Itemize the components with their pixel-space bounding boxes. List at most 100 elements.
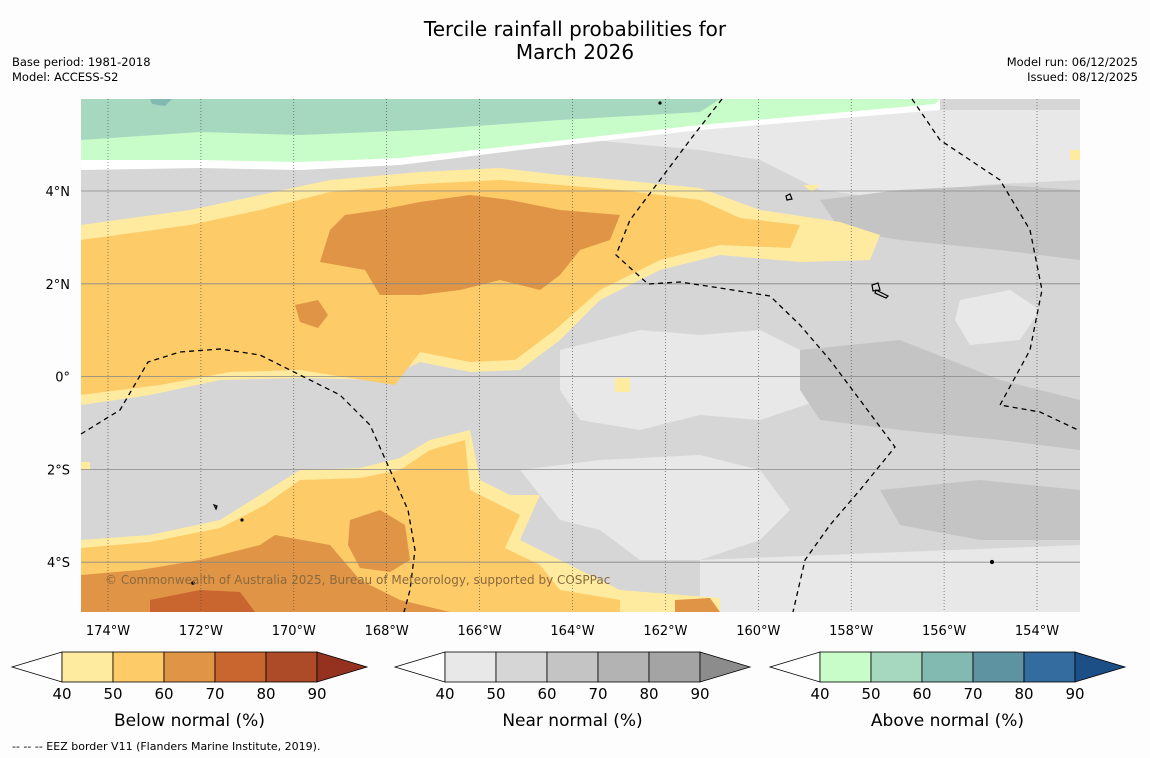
colorbar-tick: 60: [537, 685, 556, 703]
colorbar-high-extend: [1074, 651, 1127, 683]
colorbar-tick: 40: [52, 685, 71, 703]
below-normal-east-spot: [1070, 150, 1080, 160]
base-period: Base period: 1981-2018: [12, 55, 151, 69]
colorbar-tick: 90: [307, 685, 326, 703]
colorbar-tick: 90: [690, 685, 709, 703]
colorbars: 40 50 60 70 80 90 Below normal (%) 40 50 60 70 80 90…: [10, 651, 1127, 731]
longitude-label: 162°W: [643, 624, 687, 639]
near-normal-light-region: [560, 330, 820, 430]
colorbar-below-normal: 40 50 60 70 80 90 Below normal (%): [10, 651, 369, 731]
colorbar-tick: 60: [154, 685, 173, 703]
colorbar-tick: 80: [639, 685, 658, 703]
near-normal-light-region-east: [955, 290, 1040, 345]
island: [191, 581, 195, 585]
longitude-labels: 174°W 172°W 170°W 168°W 166°W 164°W 162°W 160°W…: [86, 624, 1059, 639]
colorbar-title: Near normal (%): [502, 711, 642, 731]
colorbar-tick: 70: [588, 685, 607, 703]
above-normal-dark-teal-spot: [150, 99, 172, 106]
eez-border-east: [911, 98, 1079, 431]
latitude-label: 0°: [55, 371, 70, 386]
colorbar-high-extend: [316, 651, 369, 683]
longitude-label: 160°W: [736, 624, 780, 639]
below-normal-south-east-spot: [675, 598, 720, 612]
issued-date: Issued: 08/12/2025: [1027, 70, 1138, 84]
copyright-text: © Commonwealth of Australia 2025, Bureau…: [105, 573, 610, 587]
below-normal-ne-spot: [803, 185, 820, 192]
island: [874, 289, 890, 299]
colorbar-segment: [214, 651, 267, 683]
colorbar-tick: 40: [435, 685, 454, 703]
colorbar-tick: 90: [1065, 685, 1084, 703]
longitude-label: 156°W: [922, 624, 966, 639]
colorbar-tick: 50: [103, 685, 122, 703]
near-normal-light-region-se: [700, 545, 1080, 612]
colorbar-high-extend: [699, 651, 752, 683]
island: [871, 282, 881, 292]
longitude-label: 154°W: [1015, 624, 1059, 639]
latitude-label: 2°S: [47, 463, 70, 478]
near-normal-light-spot: [615, 378, 630, 392]
colorbar-above-normal: 40 50 60 70 80 90 Above normal (%): [768, 651, 1127, 731]
island: [785, 193, 793, 201]
below-normal-south-dark-region: [150, 590, 255, 612]
colorbar-low-extend: [768, 651, 821, 683]
meta-left: Base period: 1981-2018 Model: ACCESS-S2: [12, 55, 151, 85]
colorbar-segment: [444, 651, 497, 683]
colorbar-low-extend: [393, 651, 446, 683]
below-normal-south-orange-region: [81, 535, 450, 612]
colorbar-segment: [61, 651, 114, 683]
longitude-label: 166°W: [458, 624, 502, 639]
island: [658, 101, 662, 105]
eez-borders: [80, 98, 1079, 613]
near-normal-dark-region-south: [880, 480, 1080, 540]
longitude-label: 170°W: [272, 624, 316, 639]
longitude-label: 172°W: [179, 624, 223, 639]
meta-right: Model run: 06/12/2025 Issued: 08/12/2025: [1007, 55, 1138, 85]
latitude-label: 2°N: [46, 278, 71, 293]
model-run: Model run: 06/12/2025: [1006, 55, 1138, 69]
eez-border-central: [615, 98, 896, 613]
longitude-label: 164°W: [550, 624, 594, 639]
colorbar-segment: [495, 651, 548, 683]
chart-title: Tercile rainfall probabilities for March…: [0, 18, 1150, 64]
colorbar-tick: 50: [861, 685, 880, 703]
near-normal-light-region-ne: [590, 110, 1080, 200]
colorbar-tick: 70: [963, 685, 982, 703]
island: [989, 559, 995, 565]
colorbar-tick: 70: [205, 685, 224, 703]
latitude-label: 4°N: [46, 185, 71, 200]
colorbar-tick: 80: [256, 685, 275, 703]
above-normal-teal-region: [81, 99, 720, 140]
colorbar-near-normal: 40 50 60 70 80 90 Near normal (%): [393, 651, 752, 731]
colorbar-segment: [1023, 651, 1076, 683]
latitude-label: 4°S: [47, 556, 70, 571]
colorbar-tick: 80: [1014, 685, 1033, 703]
model-name: Model: ACCESS-S2: [12, 70, 119, 84]
island: [212, 503, 218, 511]
eez-border-west: [80, 348, 416, 613]
map-area: [81, 99, 1080, 612]
islands: [191, 101, 995, 585]
title-line-1: Tercile rainfall probabilities for: [423, 17, 727, 41]
longitude-label: 158°W: [829, 624, 873, 639]
below-normal-south-orange-spot: [348, 510, 410, 572]
colorbar-segment: [546, 651, 599, 683]
longitude-label: 168°W: [365, 624, 409, 639]
colorbar-segment: [819, 651, 872, 683]
colorbar-tick: 40: [810, 685, 829, 703]
gridlines: [81, 99, 1080, 612]
near-normal-light-region-south: [520, 455, 790, 560]
longitude-label: 174°W: [86, 624, 130, 639]
title-line-2: March 2026: [515, 40, 635, 64]
colorbar-tick: 60: [912, 685, 931, 703]
colorbar-tick: 50: [486, 685, 505, 703]
near-normal-dark-region: [800, 340, 1080, 450]
colorbar-segment: [648, 651, 701, 683]
below-normal-orange-spot: [295, 300, 328, 328]
colorbar-segment: [597, 651, 650, 683]
colorbar-segment: [972, 651, 1025, 683]
colorbar-segment: [265, 651, 318, 683]
island: [240, 518, 244, 522]
near-normal-dark-region-east: [820, 185, 1080, 260]
colorbar-segment: [112, 651, 165, 683]
